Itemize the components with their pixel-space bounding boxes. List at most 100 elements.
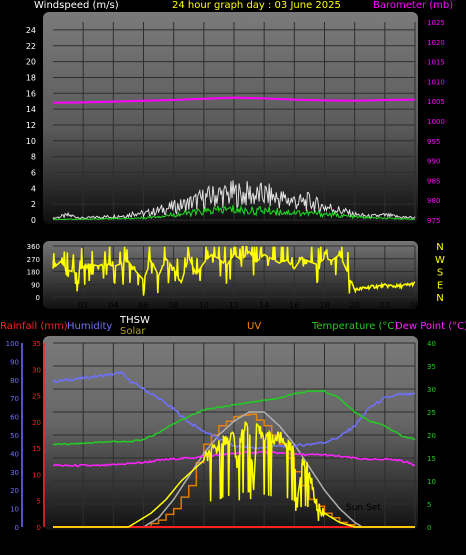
rainfall-tick-label: 20: [32, 419, 41, 427]
compass-label: N: [436, 293, 443, 304]
temperature-line: [52, 389, 416, 446]
wind-series: [52, 96, 416, 221]
y-tick-label: 16: [26, 89, 36, 98]
rainfall-label: Rainfall (mm): [0, 321, 68, 332]
y-tick-label: 270: [27, 256, 40, 264]
y-tick-label: 20: [26, 58, 36, 67]
y-tick-label: 360: [27, 243, 40, 251]
x-tick-label: 02: [78, 301, 88, 310]
chart-title: 24 hour graph day : 03 June 2025: [172, 0, 341, 11]
rainfall-tick-label: 10: [32, 471, 41, 479]
y2-tick-label: 980: [427, 197, 440, 205]
y-tick-label: 90: [31, 281, 40, 289]
temperature-tick-label: 30: [427, 386, 436, 394]
direction-grid: [53, 245, 416, 298]
rainfall-tick-label: 35: [32, 340, 41, 348]
x-tick-label: 06: [138, 224, 148, 233]
humidity-line: [52, 370, 415, 450]
sun-set-annotation: Sun Set: [346, 503, 381, 513]
temperature-tick-label: 10: [427, 478, 436, 486]
humidity-tick-label: 30: [10, 469, 19, 477]
barometer-label: Barometer (mb): [373, 0, 454, 11]
humidity-tick-label: 0: [15, 524, 19, 532]
y2-tick-label: 1010: [427, 78, 445, 86]
x-tick-label: 02: [78, 224, 88, 233]
dewpoint-line: [52, 450, 416, 468]
direction-series: [52, 245, 416, 296]
rainfall-tick-label: 15: [32, 445, 41, 453]
temperature-tick-label: 35: [427, 363, 436, 371]
temperature-axes: 02 04 06 08 10 12 14 16 18 20 22 000510152025303540…: [6, 340, 436, 540]
y2-tick-label: 1000: [427, 118, 445, 126]
y-tick-label: 0: [36, 294, 40, 302]
humidity-tick-label: 100: [6, 340, 19, 348]
x-tick-label: 22: [380, 301, 390, 310]
y-tick-label: 24: [26, 26, 36, 35]
temperature-tick-label: 0: [427, 524, 431, 532]
x-tick-label: 18: [319, 301, 329, 310]
rainfall-tick-label: 30: [32, 366, 41, 374]
wind-grid: [53, 22, 416, 221]
y-tick-label: 180: [27, 269, 40, 277]
x-tick-label: 20: [350, 531, 360, 540]
temperature-tick-label: 15: [427, 455, 436, 463]
humidity-tick-label: 70: [10, 395, 19, 403]
y2-tick-label: 1020: [427, 39, 445, 47]
humidity-tick-label: 60: [10, 414, 19, 422]
solar-label: Solar: [120, 326, 146, 337]
wind-axes: 02 04 06 08 10 12 14 16 18 20 22 000246810121416182…: [26, 19, 445, 233]
x-tick-label: 14: [259, 224, 269, 233]
uv-label: UV: [247, 321, 262, 332]
x-tick-label: 08: [169, 531, 179, 540]
y2-tick-label: 985: [427, 177, 440, 185]
y2-tick-label: 1025: [427, 19, 445, 27]
y-tick-label: 18: [26, 73, 36, 82]
x-tick-label: 00: [410, 301, 420, 310]
x-tick-label: 20: [350, 301, 360, 310]
y-tick-label: 6: [31, 168, 36, 177]
x-tick-label: 00: [410, 224, 420, 233]
dewpoint-label: Dew Point (°C): [395, 321, 466, 332]
y2-tick-label: 995: [427, 138, 440, 146]
x-tick-label: 20: [350, 224, 360, 233]
temperature-label: Temperature (°C): [312, 321, 399, 332]
x-tick-label: 04: [108, 224, 118, 233]
y-tick-label: 4: [31, 184, 36, 193]
thsw-label: THSW: [120, 315, 150, 326]
y-tick-label: 12: [26, 121, 36, 130]
temperature-tick-label: 5: [427, 501, 431, 509]
x-tick-label: 08: [169, 301, 179, 310]
y-tick-label: 10: [26, 137, 36, 146]
temperature-series: [52, 370, 416, 528]
x-tick-label: 16: [289, 531, 299, 540]
x-tick-label: 06: [138, 531, 148, 540]
x-tick-label: 18: [319, 224, 329, 233]
x-tick-label: 10: [199, 301, 209, 310]
x-tick-label: 02: [78, 531, 88, 540]
y2-tick-label: 990: [427, 158, 440, 166]
x-tick-label: 12: [229, 224, 239, 233]
y2-tick-label: 1015: [427, 59, 445, 67]
x-tick-label: 04: [108, 301, 118, 310]
x-tick-label: 22: [380, 531, 390, 540]
windspeed-label: Windspeed (m/s): [34, 0, 119, 11]
x-tick-label: 16: [289, 224, 299, 233]
rainfall-tick-label: 0: [37, 524, 41, 532]
temperature-tick-label: 25: [427, 409, 436, 417]
gust-line: [52, 180, 416, 220]
x-tick-label: 18: [319, 531, 329, 540]
barometer-line: [52, 96, 416, 104]
x-tick-label: 08: [169, 224, 179, 233]
x-tick-label: 04: [108, 531, 118, 540]
direction-line: [52, 245, 416, 296]
x-tick-label: 14: [259, 531, 269, 540]
humidity-tick-label: 80: [10, 377, 19, 385]
y2-tick-label: 975: [427, 217, 440, 225]
x-tick-label: 06: [138, 301, 148, 310]
humidity-tick-label: 10: [10, 506, 19, 514]
x-tick-label: 12: [229, 301, 239, 310]
humidity-tick-label: 50: [10, 432, 19, 440]
x-tick-label: 12: [229, 531, 239, 540]
compass-label: W: [435, 255, 445, 266]
